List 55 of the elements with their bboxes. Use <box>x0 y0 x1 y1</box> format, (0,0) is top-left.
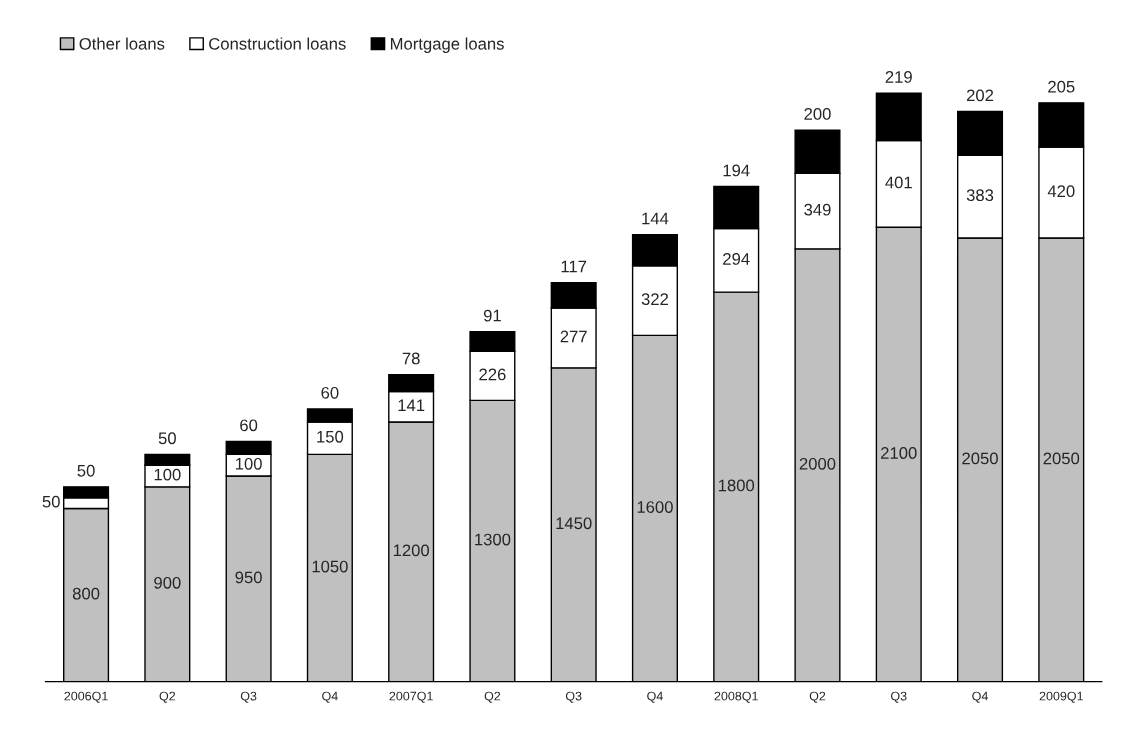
data-label: 141 <box>398 399 425 412</box>
data-label: 150 <box>317 430 344 443</box>
legend-label: Other loans <box>79 37 165 50</box>
data-label: 401 <box>885 176 912 189</box>
data-label: 205 <box>1048 80 1075 93</box>
data-label: 2050 <box>1043 452 1080 465</box>
data-label: 1200 <box>393 544 430 557</box>
x-tick-label: Q2 <box>809 691 826 703</box>
data-label: 226 <box>479 368 506 381</box>
x-tick-label: Q3 <box>240 691 257 703</box>
data-label: 2050 <box>962 452 998 465</box>
data-label: 1800 <box>718 479 755 492</box>
x-tick-label: Q3 <box>891 691 907 703</box>
data-label: 100 <box>235 457 262 470</box>
x-tick-label: 2008Q1 <box>714 691 758 703</box>
data-label: 144 <box>642 212 669 225</box>
data-label: 294 <box>723 253 750 265</box>
x-tick-label: Q2 <box>484 691 501 703</box>
data-label: 349 <box>804 203 831 216</box>
data-label: 1600 <box>637 501 673 513</box>
data-label: 1050 <box>312 560 348 573</box>
data-label: 100 <box>154 468 181 481</box>
legend-label: Mortgage loans <box>390 37 504 54</box>
data-label: 50 <box>77 464 95 477</box>
data-label: 800 <box>72 587 100 600</box>
data-label: 78 <box>402 352 420 365</box>
data-label: 50 <box>158 432 176 445</box>
x-tick-label: Q4 <box>322 691 338 703</box>
x-tick-label: 2006Q1 <box>64 691 108 703</box>
data-label: 1300 <box>475 533 511 546</box>
x-tick-label: 2007Q1 <box>389 691 433 703</box>
legend-label: Construction loans <box>209 37 346 50</box>
data-label: 117 <box>561 260 587 273</box>
x-tick-label: 2009Q1 <box>1039 691 1083 703</box>
data-label: 219 <box>885 71 912 83</box>
x-tick-label: Q4 <box>972 691 988 703</box>
data-label: 194 <box>723 164 750 177</box>
data-label: 383 <box>966 189 994 202</box>
data-label: 277 <box>560 330 587 343</box>
data-label: 60 <box>321 386 339 399</box>
data-label: 200 <box>804 108 831 120</box>
x-tick-label: Q3 <box>565 691 582 703</box>
data-label: 2100 <box>881 447 917 459</box>
data-label: 420 <box>1047 185 1075 198</box>
data-label: 50 <box>42 495 60 508</box>
x-tick-label: Q4 <box>647 691 663 703</box>
data-label: 60 <box>240 419 258 432</box>
data-label: 202 <box>966 89 994 102</box>
data-label: 1450 <box>556 517 592 530</box>
x-tick-label: Q2 <box>159 691 176 703</box>
data-label: 2000 <box>799 457 836 470</box>
data-label: 322 <box>641 293 669 306</box>
data-label: 900 <box>154 576 181 589</box>
data-label: 950 <box>235 571 262 584</box>
data-label: 91 <box>483 309 501 322</box>
